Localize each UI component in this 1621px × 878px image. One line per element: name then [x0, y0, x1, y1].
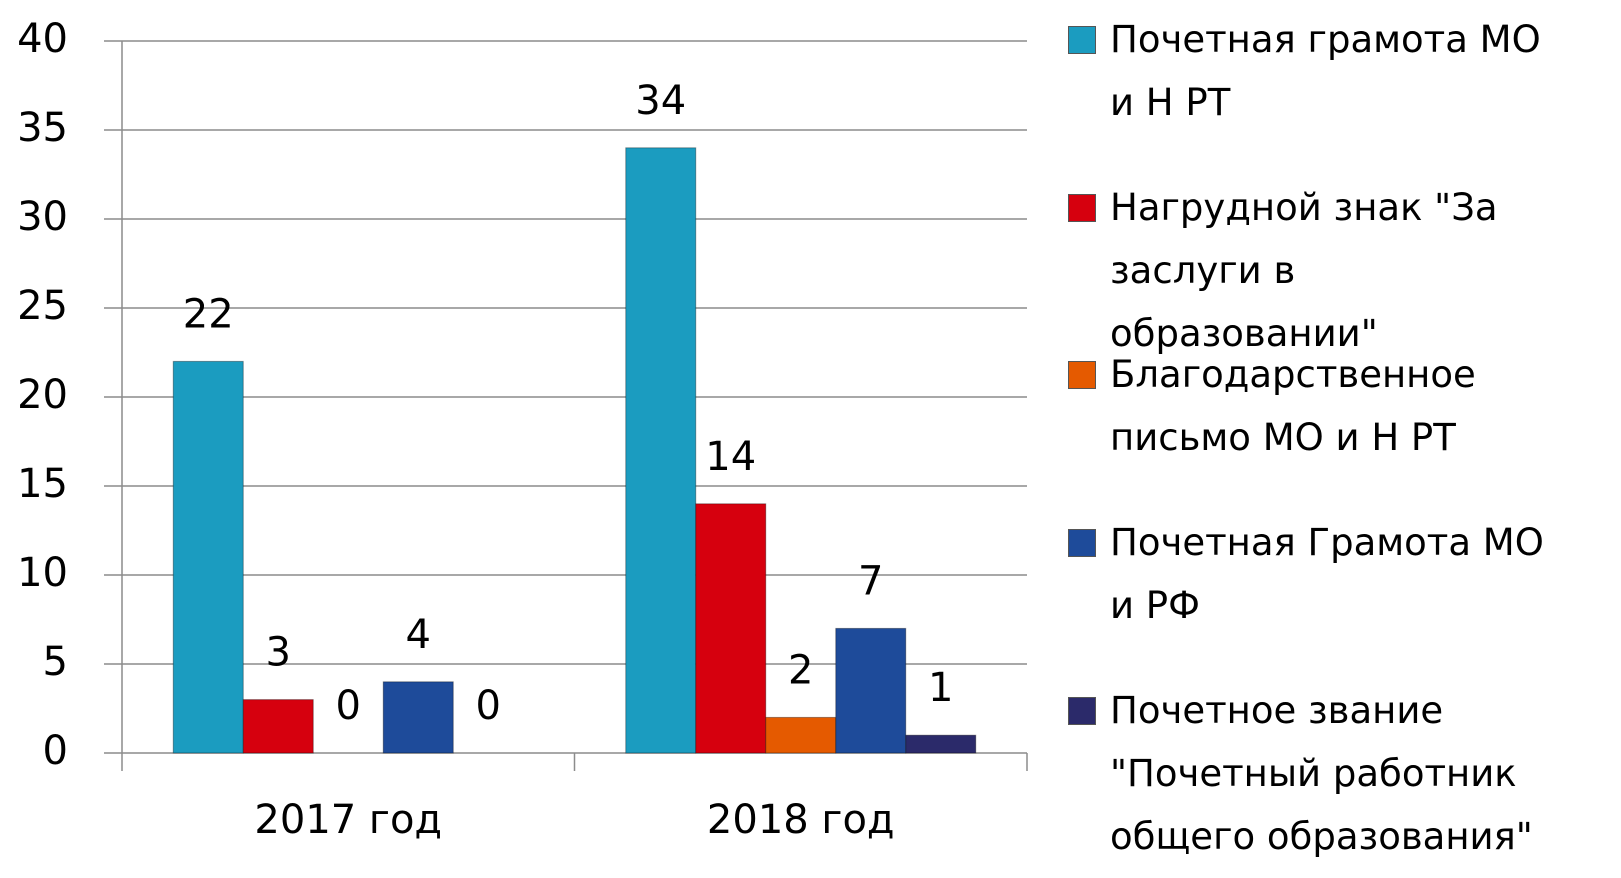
- bar: [765, 716, 837, 754]
- data-label: 0: [476, 683, 501, 729]
- data-label: 7: [858, 558, 883, 604]
- y-tick-label: 15: [17, 461, 68, 507]
- legend-item: Почетная Грамота МО и РФ: [1068, 511, 1548, 637]
- legend-item: Почетное звание "Почетный работник общег…: [1068, 679, 1548, 868]
- data-label: 14: [705, 434, 756, 480]
- legend-item: Благодарственное письмо МО и Н РТ: [1068, 343, 1548, 469]
- y-tick-label: 25: [17, 283, 68, 329]
- bar: [625, 147, 697, 754]
- x-tick-label: 2017 год: [254, 797, 442, 843]
- y-tick-label: 30: [17, 194, 68, 240]
- bar: [695, 503, 767, 754]
- x-tick-label: 2018 год: [707, 797, 895, 843]
- data-label: 34: [635, 78, 686, 124]
- legend-swatch: [1068, 529, 1096, 557]
- legend-label: Благодарственное письмо МО и Н РТ: [1110, 353, 1476, 459]
- bar: [172, 360, 244, 754]
- legend-item: Почетная грамота МО и Н РТ: [1068, 8, 1548, 134]
- y-tick-label: 10: [17, 550, 68, 596]
- legend-label: Нагрудной знак "За заслуги в образовании…: [1110, 186, 1498, 355]
- y-tick-label: 20: [17, 372, 68, 418]
- bar: [382, 681, 454, 754]
- y-tick-label: 0: [43, 728, 68, 774]
- data-label: 4: [406, 612, 431, 658]
- legend-swatch: [1068, 697, 1096, 725]
- legend-swatch: [1068, 361, 1096, 389]
- legend-swatch: [1068, 194, 1096, 222]
- legend-label: Почетная Грамота МО и РФ: [1110, 521, 1544, 627]
- bar: [905, 734, 977, 754]
- data-label: 0: [336, 683, 361, 729]
- data-label: 2: [788, 647, 813, 693]
- y-tick-label: 35: [17, 105, 68, 151]
- data-label: 22: [183, 291, 234, 337]
- legend-item: Нагрудной знак "За заслуги в образовании…: [1068, 176, 1548, 365]
- bar: [835, 627, 907, 754]
- legend-swatch: [1068, 26, 1096, 54]
- bar: [242, 699, 314, 754]
- data-label: 3: [266, 630, 291, 676]
- legend-label: Почетная грамота МО и Н РТ: [1110, 18, 1541, 124]
- legend-label: Почетное звание "Почетный работник общег…: [1110, 689, 1533, 858]
- y-tick-label: 5: [43, 639, 68, 685]
- data-label: 1: [928, 665, 953, 711]
- y-tick-label: 40: [17, 16, 68, 62]
